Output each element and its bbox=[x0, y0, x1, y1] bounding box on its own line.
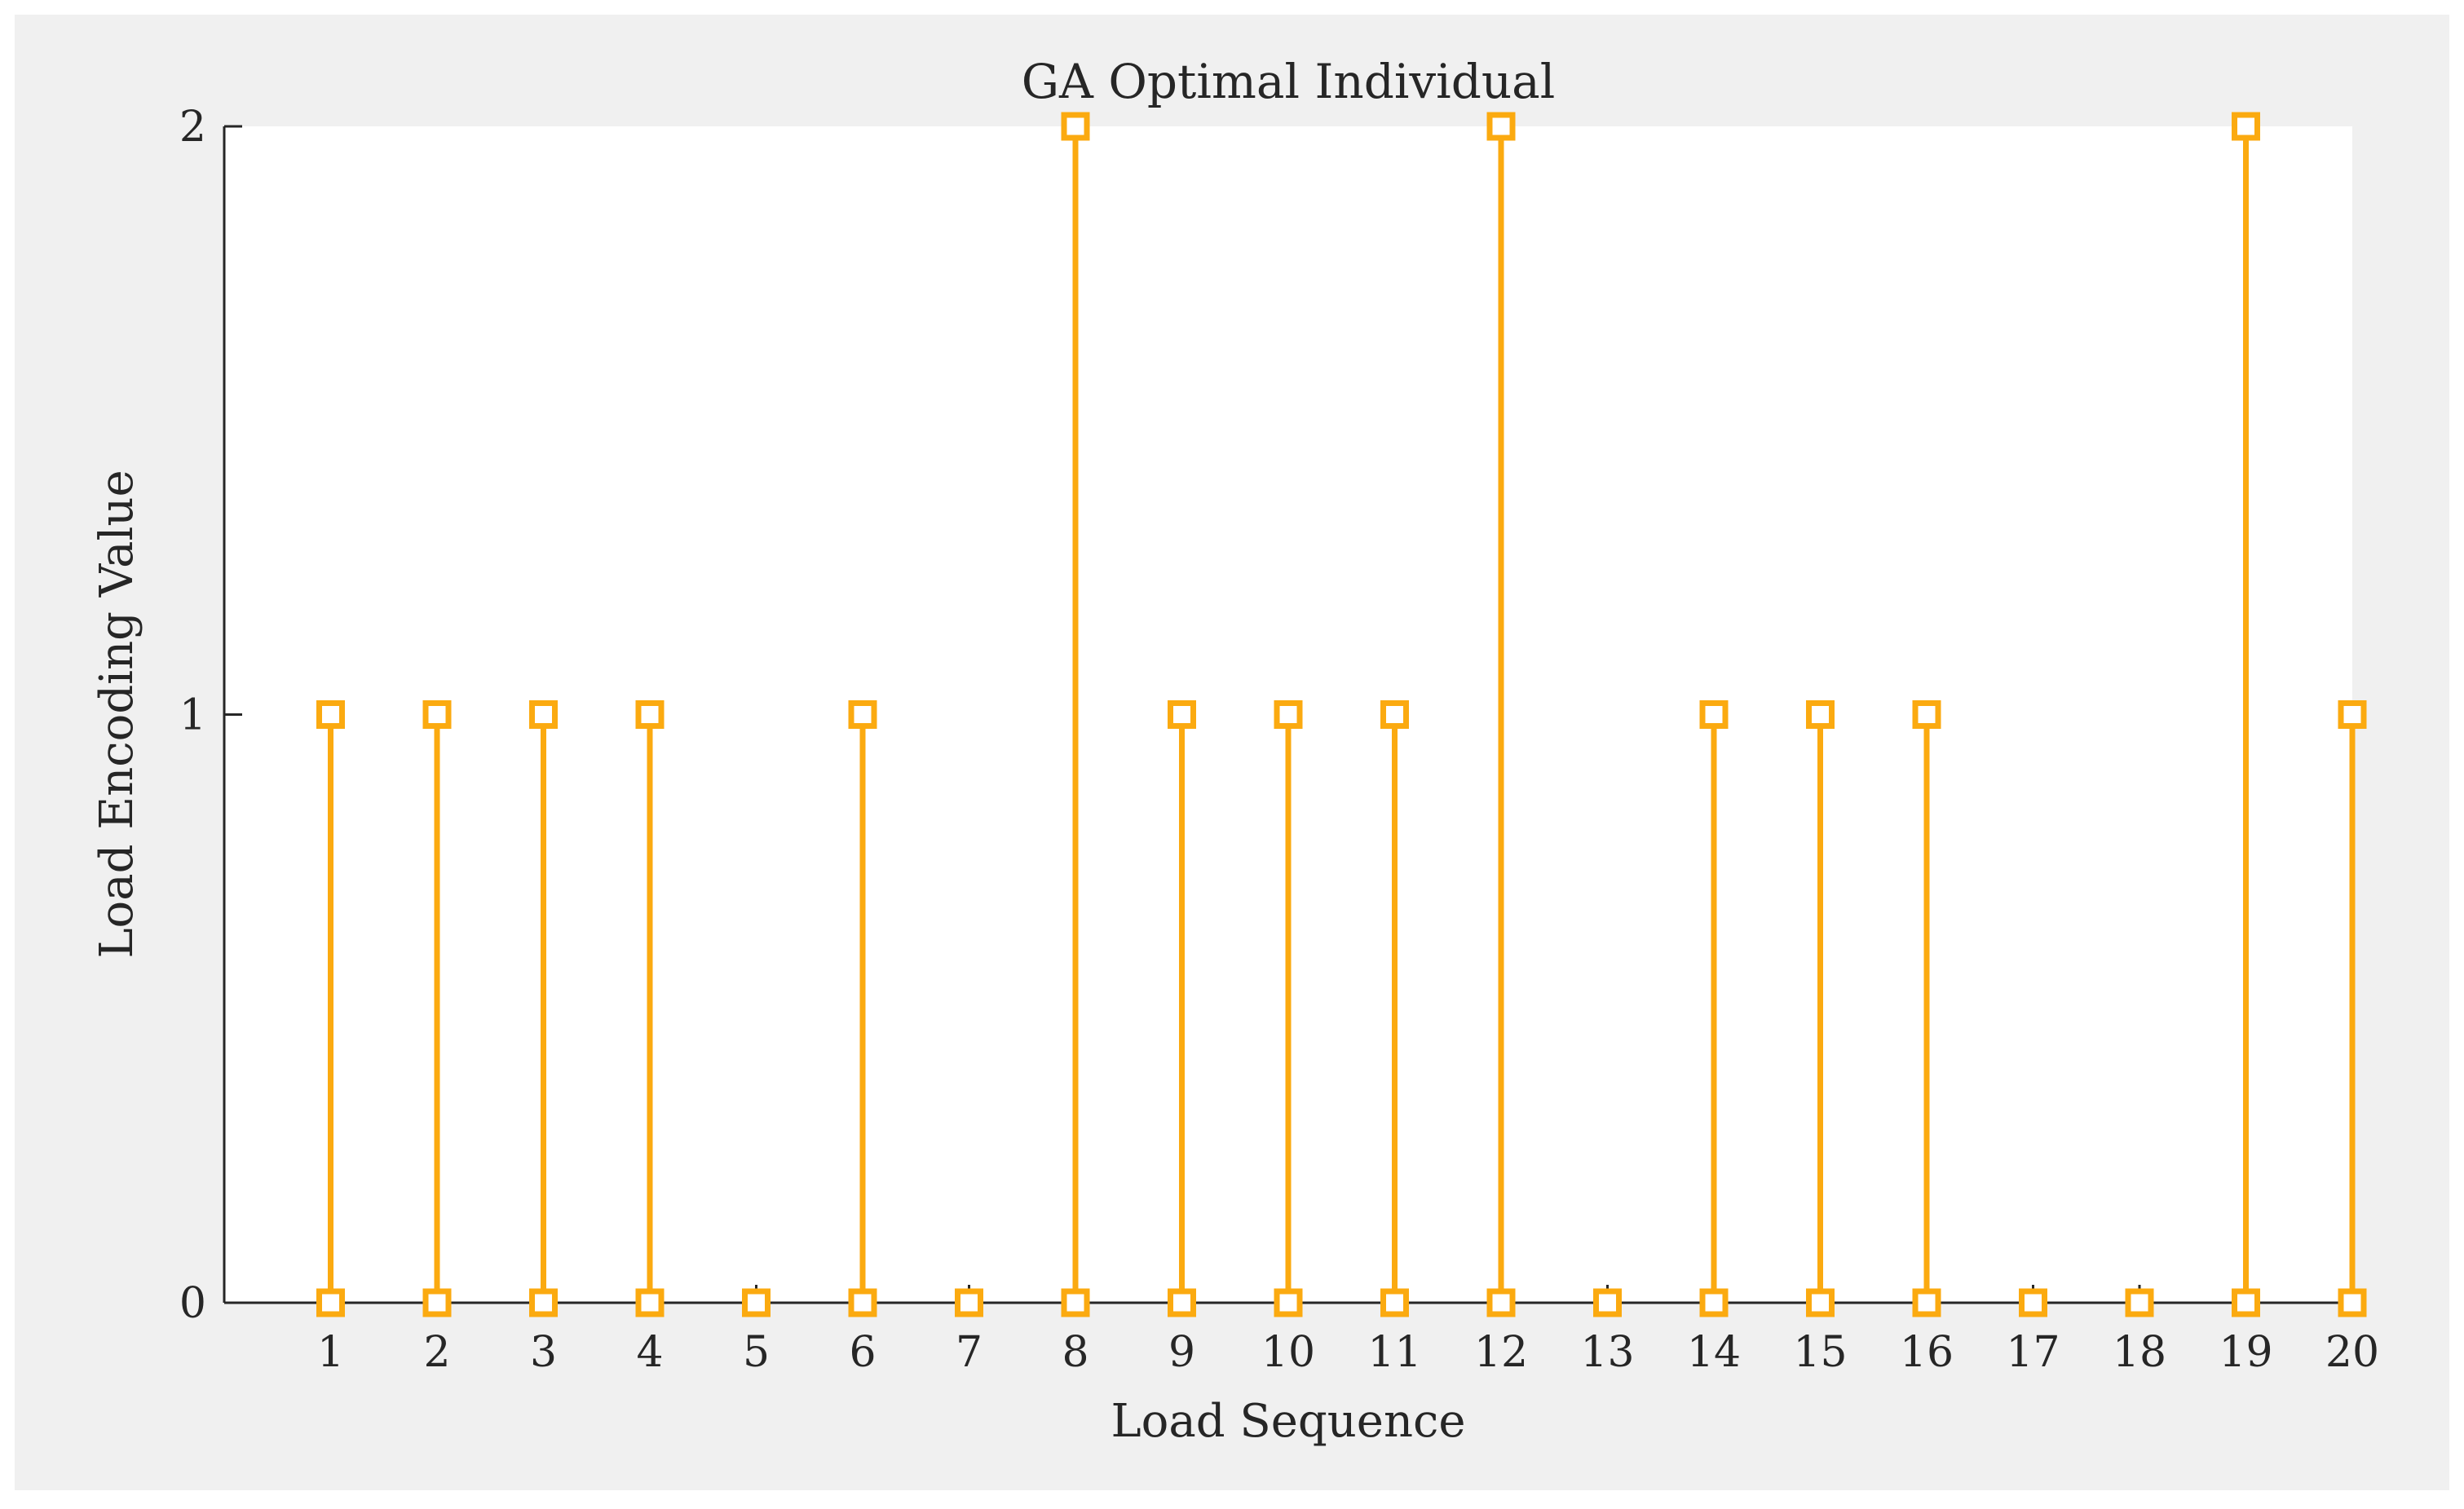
x-tick-label: 6 bbox=[849, 1328, 876, 1377]
x-tick-label: 11 bbox=[1367, 1328, 1421, 1377]
x-tick-label: 5 bbox=[743, 1328, 770, 1377]
stem-top-marker bbox=[1380, 700, 1409, 729]
stem-base-marker bbox=[742, 1288, 771, 1317]
stem-point bbox=[1806, 700, 1835, 1317]
stem-base-marker bbox=[635, 1288, 665, 1317]
x-tick-label: 20 bbox=[2325, 1328, 2379, 1377]
x-tick-label: 12 bbox=[1474, 1328, 1528, 1377]
stem-base-marker bbox=[316, 1288, 345, 1317]
x-tick-label: 17 bbox=[2006, 1328, 2060, 1377]
stem-point bbox=[422, 700, 452, 1317]
x-axis-label: Load Sequence bbox=[1111, 1395, 1465, 1448]
stem-point bbox=[529, 700, 558, 1317]
stem-top-marker bbox=[1806, 700, 1835, 729]
x-tick-label: 15 bbox=[1793, 1328, 1847, 1377]
stem-series bbox=[316, 112, 2367, 1317]
stem-base-marker bbox=[1912, 1288, 1941, 1317]
stem-base-marker bbox=[1593, 1288, 1622, 1317]
x-tick-label: 1 bbox=[317, 1328, 344, 1377]
stem-base-marker bbox=[529, 1288, 558, 1317]
x-tick-label: 9 bbox=[1168, 1328, 1195, 1377]
stem-top-marker bbox=[1486, 112, 1516, 141]
stem-base-marker bbox=[1699, 1288, 1729, 1317]
y-tick-label: 2 bbox=[179, 103, 206, 152]
stem-point bbox=[1912, 700, 1941, 1317]
stem-top-marker bbox=[2232, 112, 2260, 141]
x-tick-label: 2 bbox=[423, 1328, 450, 1377]
y-tick-label: 0 bbox=[179, 1279, 206, 1328]
y-axis-label: Load Encoding Value bbox=[91, 470, 144, 958]
stem-point bbox=[1274, 700, 1303, 1317]
stem-top-marker bbox=[848, 700, 877, 729]
stem-top-marker bbox=[2338, 700, 2367, 729]
stem-base-marker bbox=[1061, 1288, 1090, 1317]
stem-point bbox=[1168, 700, 1196, 1317]
stem-top-marker bbox=[1168, 700, 1196, 729]
x-tick-label: 3 bbox=[530, 1328, 557, 1377]
stem-base-marker bbox=[422, 1288, 452, 1317]
stem-point bbox=[2019, 1288, 2047, 1317]
x-tick-label: 16 bbox=[1900, 1328, 1954, 1377]
stem-base-marker bbox=[1486, 1288, 1516, 1317]
chart-title: GA Optimal Individual bbox=[1022, 54, 1556, 109]
stem-point bbox=[1061, 112, 1090, 1317]
x-tick-label: 7 bbox=[956, 1328, 983, 1377]
stem-point bbox=[1699, 700, 1729, 1317]
stem-base-marker bbox=[1168, 1288, 1196, 1317]
stem-base-marker bbox=[1380, 1288, 1409, 1317]
stem-top-marker bbox=[635, 700, 665, 729]
stem-point bbox=[1486, 112, 1516, 1317]
stem-base-marker bbox=[2232, 1288, 2260, 1317]
stem-top-marker bbox=[422, 700, 452, 729]
stem-point bbox=[635, 700, 665, 1317]
stem-point bbox=[1380, 700, 1409, 1317]
stem-top-marker bbox=[1274, 700, 1303, 729]
stem-point bbox=[316, 700, 345, 1317]
stem-base-marker bbox=[1274, 1288, 1303, 1317]
stem-point bbox=[955, 1288, 983, 1317]
stem-base-marker bbox=[1806, 1288, 1835, 1317]
stem-base-marker bbox=[2338, 1288, 2367, 1317]
x-tick-label: 10 bbox=[1261, 1328, 1315, 1377]
x-tick-label: 13 bbox=[1580, 1328, 1634, 1377]
stem-point bbox=[742, 1288, 771, 1317]
stem-top-marker bbox=[1061, 112, 1090, 141]
stem-base-marker bbox=[2019, 1288, 2047, 1317]
x-tick-label: 4 bbox=[636, 1328, 663, 1377]
stem-point bbox=[2125, 1288, 2154, 1317]
stem-base-marker bbox=[955, 1288, 983, 1317]
y-tick-label: 1 bbox=[179, 691, 206, 740]
stem-point bbox=[2232, 112, 2260, 1317]
x-tick-label: 14 bbox=[1687, 1328, 1741, 1377]
stem-point bbox=[848, 700, 877, 1317]
stem-base-marker bbox=[2125, 1288, 2154, 1317]
stem-top-marker bbox=[1699, 700, 1729, 729]
stem-top-marker bbox=[529, 700, 558, 729]
stem-top-marker bbox=[316, 700, 345, 729]
stem-top-marker bbox=[1912, 700, 1941, 729]
stem-point bbox=[2338, 700, 2367, 1317]
x-tick-label: 18 bbox=[2113, 1328, 2166, 1377]
stem-point bbox=[1593, 1288, 1622, 1317]
x-tick-label: 8 bbox=[1062, 1328, 1088, 1377]
stem-base-marker bbox=[848, 1288, 877, 1317]
x-tick-label: 19 bbox=[2219, 1328, 2272, 1377]
